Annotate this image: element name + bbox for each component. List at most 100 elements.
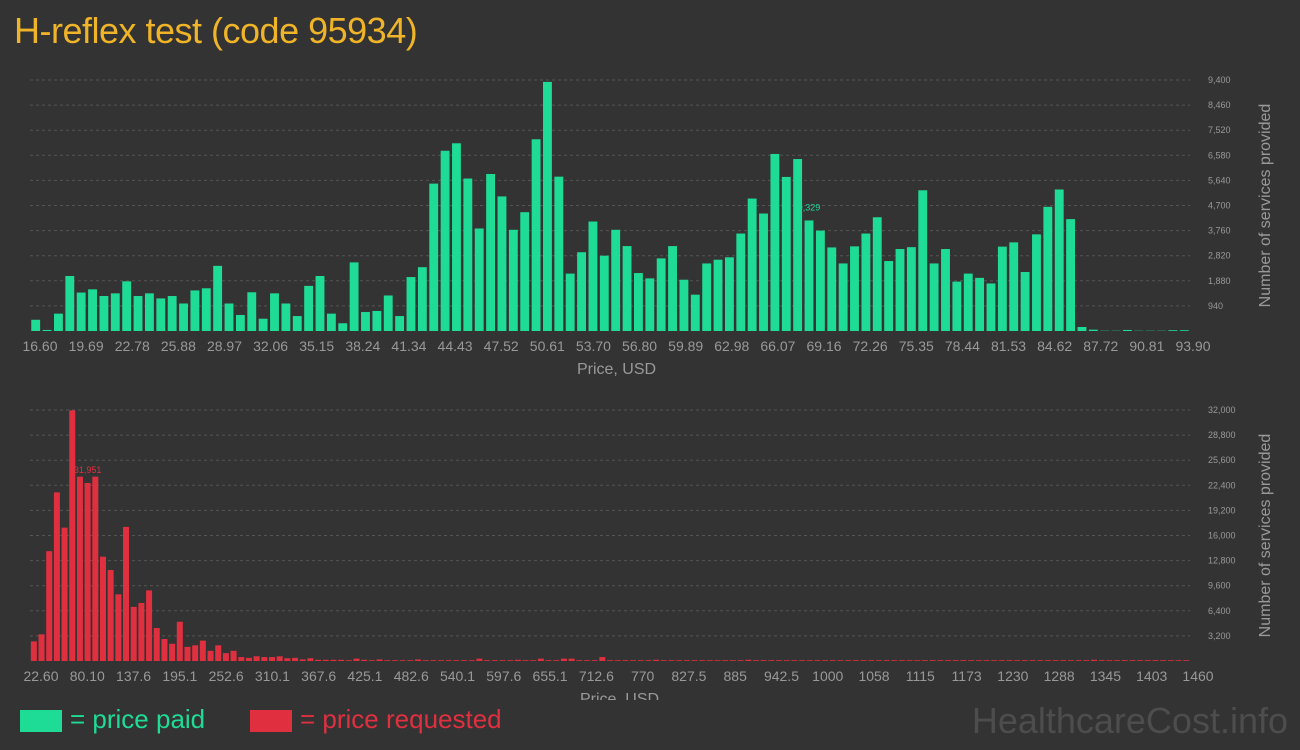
bar (176, 621, 183, 661)
x-tick-label: 1230 (997, 668, 1028, 684)
legend-requested-swatch (250, 710, 292, 733)
bar (486, 173, 496, 331)
bar (222, 653, 229, 661)
x-tick-label: 885 (724, 668, 748, 684)
bar (607, 660, 613, 661)
bar (46, 551, 53, 661)
bar (130, 606, 137, 661)
bar (975, 277, 985, 331)
bar (565, 273, 575, 331)
bar (414, 659, 421, 661)
bar (1114, 660, 1121, 661)
bar (453, 660, 460, 661)
bar (975, 660, 982, 661)
x-tick-label: 75.35 (899, 338, 934, 354)
bar (292, 316, 302, 331)
y-tick-label: 2,820 (1208, 251, 1231, 261)
x-tick-label: 69.16 (807, 338, 842, 354)
bar (338, 323, 348, 331)
bar (281, 303, 291, 331)
bar (322, 659, 329, 661)
bar (630, 660, 637, 661)
bar (30, 641, 37, 661)
bar (937, 660, 944, 661)
bar (837, 660, 844, 661)
x-tick-label: 655.1 (533, 668, 568, 684)
bar (99, 296, 109, 331)
bar (440, 150, 450, 331)
bar (799, 660, 806, 661)
bar (338, 659, 345, 661)
bar (1123, 329, 1132, 331)
bar (576, 660, 583, 661)
x-tick-label: 47.52 (484, 338, 519, 354)
bar (656, 258, 666, 331)
x-tick-label: 32.06 (253, 338, 288, 354)
bar (637, 660, 644, 661)
bar (1009, 242, 1019, 331)
bar (986, 283, 996, 331)
x-tick-label: 38.24 (345, 338, 380, 354)
bar (499, 660, 506, 661)
bar (146, 590, 153, 661)
bar (491, 660, 498, 661)
x-tick-label: 1115 (906, 668, 935, 684)
bar (668, 246, 677, 331)
bar (776, 660, 783, 661)
y-tick-label: 940 (1208, 301, 1223, 311)
bar (31, 319, 41, 331)
y-tick-label: 19,200 (1208, 505, 1236, 515)
bar (714, 660, 721, 661)
bar (929, 263, 939, 331)
bar (599, 255, 609, 331)
bar (760, 660, 767, 661)
bar (793, 159, 803, 331)
bar (822, 660, 829, 661)
bar (184, 646, 191, 661)
bar (968, 660, 975, 661)
bar (201, 288, 211, 331)
bar (668, 660, 675, 661)
bar (883, 660, 890, 661)
bar (304, 285, 314, 331)
bar (38, 634, 45, 661)
x-tick-label: 195.1 (162, 668, 197, 684)
x-tick-label: 62.98 (714, 338, 749, 354)
bar (827, 247, 837, 331)
bar (588, 221, 598, 331)
bar (645, 278, 655, 331)
bar (399, 660, 406, 661)
x-tick-label: 72.26 (853, 338, 888, 354)
bar (476, 658, 483, 661)
bar (123, 526, 130, 661)
bar (941, 249, 950, 331)
bar (736, 233, 746, 331)
bar (88, 289, 97, 331)
bar (560, 658, 567, 661)
bar (724, 257, 734, 331)
peak-data-label: 31,951 (74, 465, 102, 475)
bar (384, 660, 391, 661)
bar (445, 660, 452, 661)
y-tick-label: 5,640 (1208, 175, 1231, 185)
x-tick-label: 482.6 (394, 668, 429, 684)
x-tick-label: 425.1 (347, 668, 382, 684)
bar (315, 659, 322, 661)
bar (1137, 660, 1144, 661)
bar (614, 660, 621, 661)
bar (497, 196, 507, 331)
bar (963, 273, 973, 331)
bar (1052, 660, 1059, 661)
bar (230, 650, 237, 661)
bar (737, 660, 744, 661)
bar (383, 295, 393, 331)
x-tick-label: 22.78 (115, 338, 150, 354)
bar (99, 556, 106, 661)
y-tick-label: 8,460 (1208, 100, 1231, 110)
x-tick-label: 78.44 (945, 338, 980, 354)
bar (770, 153, 780, 331)
bar (891, 660, 898, 661)
bar (1029, 660, 1036, 661)
bar (292, 657, 299, 661)
bar (1083, 660, 1090, 661)
